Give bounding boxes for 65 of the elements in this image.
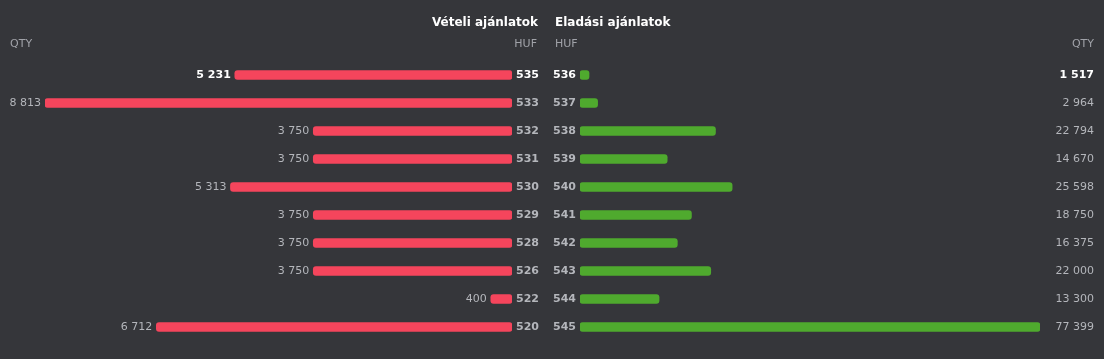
data-label: 16 375 [1055, 235, 1094, 249]
y-tick-label: 536 [553, 67, 577, 81]
bar [312, 126, 512, 136]
y-tick-label: 532 [516, 123, 539, 137]
bar [580, 98, 598, 108]
y-tick-label: 529 [516, 207, 539, 221]
y-tick-label: 533 [516, 95, 539, 109]
bar [45, 98, 512, 108]
y-tick-label: 535 [516, 67, 539, 81]
bar [580, 238, 678, 248]
y-tick-label: 541 [553, 207, 576, 221]
bar [312, 154, 512, 164]
data-label: 3 750 [277, 263, 310, 277]
data-label: 3 750 [277, 235, 310, 249]
y-tick-label: 545 [553, 319, 576, 333]
chart-title: Vételi ajánlatok [431, 15, 538, 29]
data-label: 6 712 [120, 319, 153, 333]
data-label: 2 964 [1062, 95, 1094, 109]
x-axis-title: QTY [1071, 37, 1094, 50]
bar [312, 210, 512, 220]
data-label: 3 750 [277, 151, 310, 165]
y-tick-label: 537 [553, 95, 576, 109]
data-label: 400 [465, 291, 487, 305]
y-tick-label: 538 [553, 123, 576, 137]
bar [580, 322, 1040, 332]
data-label: 3 750 [277, 207, 310, 221]
y-tick-label: 526 [516, 263, 540, 277]
data-label: 1 517 [1059, 67, 1094, 81]
bar [580, 126, 716, 136]
bar [230, 182, 512, 192]
chart-title: Eladási ajánlatok [555, 15, 671, 29]
y-tick-label: 530 [516, 179, 540, 193]
data-label: 5 231 [196, 67, 231, 81]
data-label: 14 670 [1055, 151, 1094, 165]
bar [580, 154, 668, 164]
y-tick-label: 520 [516, 319, 540, 333]
bar [580, 294, 660, 304]
data-label: 18 750 [1055, 207, 1094, 221]
y-axis-title: HUF [555, 37, 578, 50]
bar [580, 210, 692, 220]
bar [156, 322, 512, 332]
bar [490, 294, 512, 304]
y-tick-label: 540 [553, 179, 577, 193]
bar [234, 70, 512, 80]
data-label: 8 813 [9, 95, 41, 109]
bar [312, 238, 512, 248]
y-tick-label: 528 [516, 235, 539, 249]
bar [580, 182, 733, 192]
y-tick-label: 531 [516, 151, 539, 165]
data-label: 22 000 [1055, 263, 1094, 277]
y-tick-label: 543 [553, 263, 576, 277]
data-label: 13 300 [1055, 291, 1094, 305]
data-label: 3 750 [277, 123, 310, 137]
data-label: 5 313 [194, 179, 227, 193]
y-axis-title: HUF [514, 37, 537, 50]
y-tick-label: 542 [553, 235, 576, 249]
data-label: 22 794 [1055, 123, 1094, 137]
y-tick-label: 539 [553, 151, 576, 165]
y-tick-label: 522 [516, 291, 539, 305]
bar [312, 266, 512, 276]
bar [580, 266, 712, 276]
data-label: 77 399 [1055, 319, 1094, 333]
data-label: 25 598 [1055, 179, 1094, 193]
y-tick-label: 544 [553, 291, 577, 305]
x-axis-title: QTY [10, 37, 33, 50]
